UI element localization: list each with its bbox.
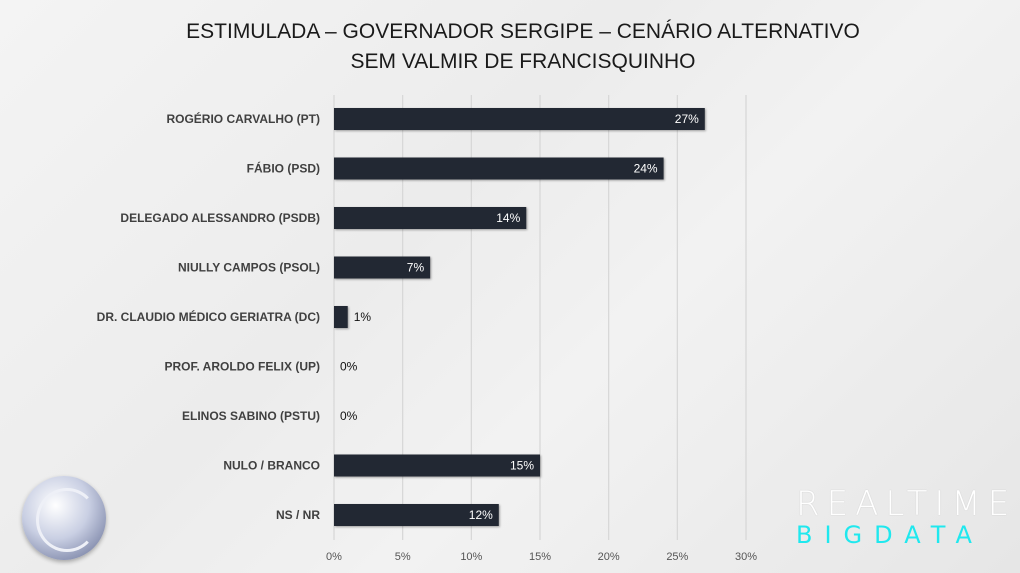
brand-line-2: BIGDATA xyxy=(796,521,984,549)
bar xyxy=(334,454,540,477)
category-label: NS / NR xyxy=(276,508,320,522)
record-tv-logo xyxy=(22,476,106,560)
x-tick-label: 20% xyxy=(598,551,620,563)
category-label: DELEGADO ALESSANDRO (PSDB) xyxy=(120,211,320,225)
bar xyxy=(334,504,499,526)
data-label: 1% xyxy=(354,310,372,324)
brand-line-1: REALTIME xyxy=(796,484,1017,524)
data-label: 15% xyxy=(510,459,534,473)
x-tick-label: 30% xyxy=(735,551,757,563)
category-label: FÁBIO (PSD) xyxy=(247,161,320,176)
category-label: PROF. AROLDO FELIX (UP) xyxy=(164,360,320,374)
data-label: 0% xyxy=(340,409,358,423)
data-label: 12% xyxy=(469,508,493,522)
category-label: DR. CLAUDIO MÉDICO GERIATRA (DC) xyxy=(97,309,320,324)
data-label: 7% xyxy=(407,261,425,275)
bar xyxy=(334,108,705,130)
category-label: ELINOS SABINO (PSTU) xyxy=(182,409,320,423)
x-tick-label: 15% xyxy=(529,551,551,563)
realtime-bigdata-logo: REALTIME BIGDATA xyxy=(796,486,1016,548)
x-tick-label: 25% xyxy=(666,551,688,563)
category-label: NIULLY CAMPOS (PSOL) xyxy=(178,261,320,275)
category-label: NULO / BRANCO xyxy=(223,459,320,473)
bar xyxy=(334,207,527,229)
data-label: 0% xyxy=(340,360,358,374)
data-label: 14% xyxy=(496,211,520,225)
chart-title-line-2: SEM VALMIR DE FRANCISQUINHO xyxy=(350,50,696,73)
bar xyxy=(334,306,348,328)
x-tick-label: 0% xyxy=(326,551,342,563)
data-label: 24% xyxy=(634,162,658,176)
x-tick-label: 10% xyxy=(460,551,482,563)
bar xyxy=(334,157,664,180)
x-tick-label: 5% xyxy=(395,551,411,563)
data-label: 27% xyxy=(675,112,699,126)
chart-title-line-1: ESTIMULADA – GOVERNADOR SERGIPE – CENÁRI… xyxy=(186,20,860,43)
category-label: ROGÉRIO CARVALHO (PT) xyxy=(166,111,320,126)
bar xyxy=(334,256,431,279)
